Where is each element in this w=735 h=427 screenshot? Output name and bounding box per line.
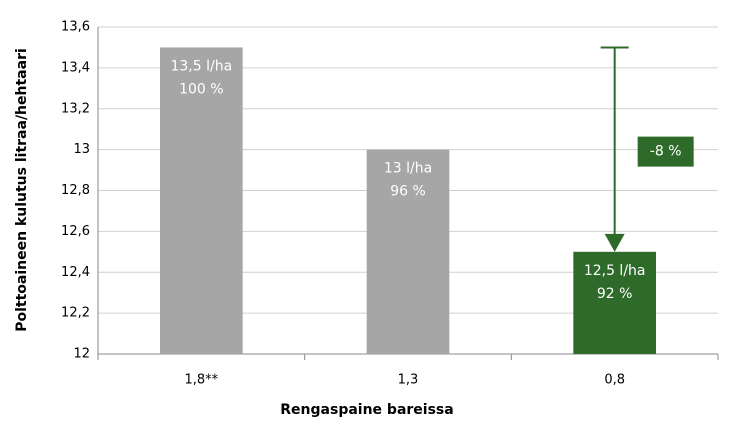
x-tick-label: 1,3	[398, 373, 419, 388]
x-tick-label: 0,8	[604, 373, 625, 388]
y-tick-label: 12,8	[61, 183, 90, 198]
y-tick-label: 13	[73, 142, 90, 157]
y-axis-title: Polttoaineen kulutus litraa/hehtaari	[14, 48, 30, 332]
value-label: 13 l/ha	[384, 161, 432, 177]
y-tick-label: 12,4	[61, 265, 90, 280]
value-label: 13,5 l/ha	[170, 58, 232, 74]
annotation-box	[637, 136, 694, 167]
y-tick-label: 13,2	[61, 101, 90, 116]
y-tick-label: 12	[73, 347, 90, 362]
y-tick-label: 12,6	[61, 224, 90, 239]
percent-label: 96 %	[390, 184, 426, 200]
y-tick-label: 12,2	[61, 306, 90, 321]
bar	[573, 251, 656, 354]
arrow-head	[604, 233, 625, 252]
value-label: 12,5 l/ha	[584, 263, 646, 279]
x-tick-label: 1,8**	[184, 373, 218, 388]
percent-label: 100 %	[179, 81, 223, 97]
annotation: -8 %	[650, 144, 682, 160]
y-tick-label: 13,6	[61, 20, 90, 35]
bar	[366, 149, 450, 354]
percent-label: 92 %	[597, 286, 633, 302]
y-tick-label: 13,4	[61, 60, 90, 75]
bar	[160, 47, 243, 354]
x-axis-title: Rengaspaine bareissa	[280, 402, 453, 418]
